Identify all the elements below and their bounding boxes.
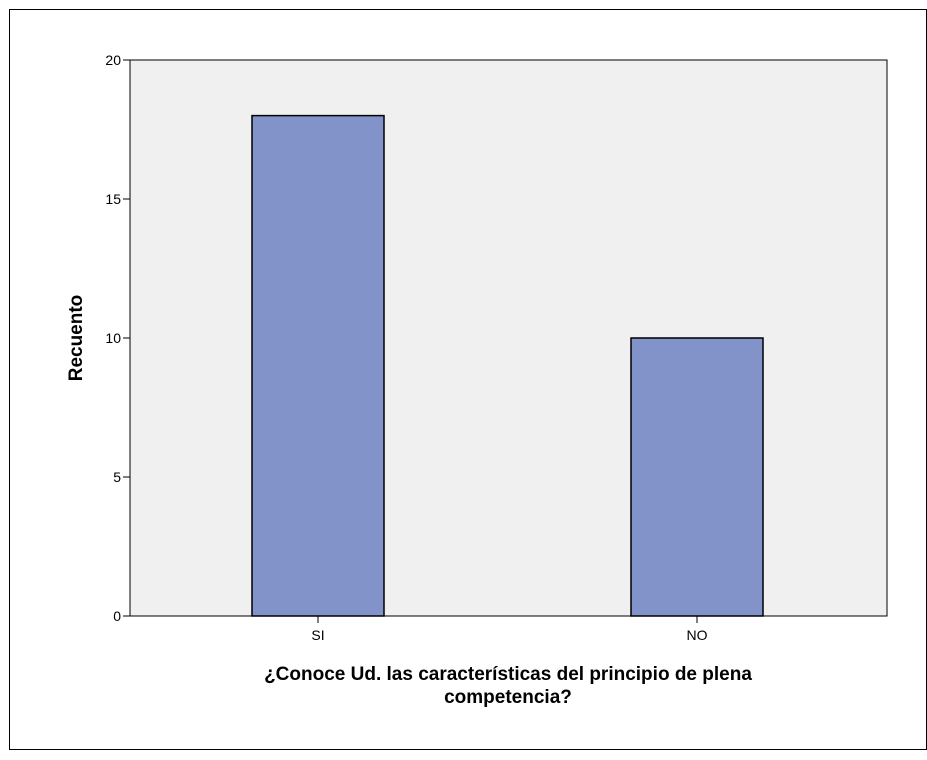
y-tick-label: 5 [113, 469, 121, 485]
x-axis: SI NO [311, 616, 708, 643]
y-axis-title: Recuento [66, 295, 87, 382]
x-axis-title-line-2: competencia? [444, 687, 572, 708]
y-tick-label: 10 [105, 330, 121, 346]
y-tick-label: 20 [105, 52, 121, 68]
bars-layer [251, 114, 764, 617]
plot-area [129, 59, 888, 617]
x-axis-title-line-1: ¿Conoce Ud. las características del prin… [264, 664, 752, 685]
bar-si [251, 114, 385, 617]
x-tick-label-si: SI [311, 627, 324, 643]
y-axis: 0 5 10 15 20 [105, 52, 130, 624]
x-tick-label-no: NO [687, 627, 708, 643]
y-tick-label: 0 [113, 608, 121, 624]
y-tick-label: 15 [105, 191, 121, 207]
bar-no [630, 337, 764, 617]
